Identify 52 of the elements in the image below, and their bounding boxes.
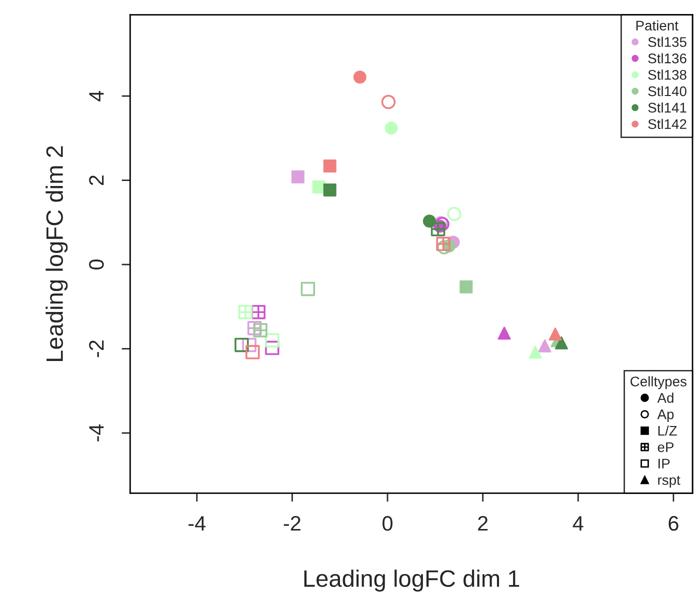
point xyxy=(554,336,568,350)
y-tick-label: 2 xyxy=(89,176,104,186)
point xyxy=(247,321,262,336)
x-tick-label: 2 xyxy=(478,516,488,531)
point xyxy=(447,206,462,222)
legend-title: Patient xyxy=(636,20,678,31)
x-tick-label: -2 xyxy=(284,516,300,531)
point xyxy=(548,328,562,341)
point xyxy=(323,183,336,196)
legend-label: Stl142 xyxy=(648,118,686,130)
annotation: Ap xyxy=(657,410,674,422)
y-tick-label: 4 xyxy=(89,90,104,102)
point xyxy=(498,326,511,340)
x-tick-label: 6 xyxy=(668,516,678,531)
point xyxy=(381,94,396,110)
point xyxy=(538,339,552,352)
point xyxy=(251,305,266,320)
point xyxy=(353,70,366,84)
x-tick-label: 4 xyxy=(572,516,584,531)
y-tick-label: 0 xyxy=(89,260,104,270)
legend-label: Stl135 xyxy=(648,36,686,47)
annotation: Celltypes xyxy=(630,376,686,390)
point xyxy=(265,340,280,356)
annotation: Ad xyxy=(657,392,674,403)
x-tick-label: -4 xyxy=(188,516,206,531)
y-tick-label: -4 xyxy=(89,424,104,442)
annotation: rspt xyxy=(658,476,680,488)
point xyxy=(384,122,398,135)
legend-label: Stl141 xyxy=(648,102,686,113)
point xyxy=(323,159,336,172)
point xyxy=(430,222,446,236)
point xyxy=(265,333,280,348)
point xyxy=(528,346,542,359)
y-axis-title: Leading logFC dim 2 xyxy=(46,146,68,361)
point xyxy=(460,280,473,294)
legend-label: Stl138 xyxy=(648,70,686,80)
annotation: IP xyxy=(658,458,670,468)
point xyxy=(238,305,253,320)
point xyxy=(246,345,260,360)
point xyxy=(436,236,450,252)
point xyxy=(291,170,304,184)
point xyxy=(253,323,268,338)
point xyxy=(234,338,249,352)
y-tick-label: -2 xyxy=(89,340,104,358)
annotation: eP xyxy=(658,442,674,452)
x-axis-title: Leading logFC dim 1 xyxy=(304,570,520,592)
annotation: L/Z xyxy=(658,425,677,436)
point xyxy=(242,338,256,352)
point xyxy=(300,282,316,296)
legend-label: Stl136 xyxy=(648,53,686,64)
x-tick-label: 0 xyxy=(382,516,392,531)
legend-label: Stl140 xyxy=(648,86,686,96)
